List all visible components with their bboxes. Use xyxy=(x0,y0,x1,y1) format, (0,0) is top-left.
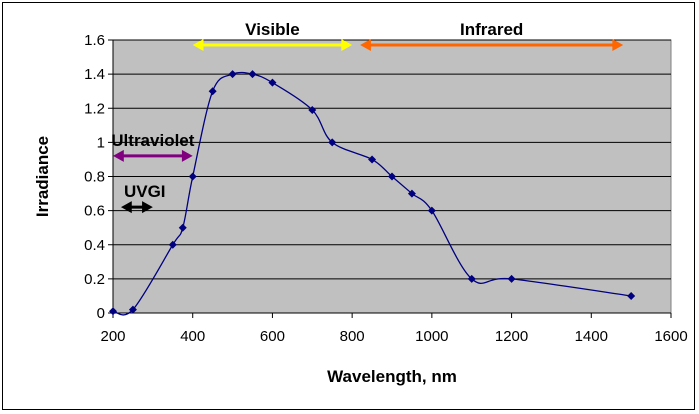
arrow-head-left xyxy=(113,149,124,162)
x-tick-label: 1600 xyxy=(654,328,687,345)
data-point xyxy=(467,274,476,283)
data-point xyxy=(228,70,237,79)
data-point xyxy=(248,70,257,79)
data-point xyxy=(328,138,337,147)
x-tick-label: 400 xyxy=(180,328,205,345)
y-tick-label: 0.8 xyxy=(84,169,105,186)
arrow-head-left xyxy=(192,39,204,51)
data-point xyxy=(168,240,177,249)
y-axis-title: Irradiance xyxy=(33,136,52,217)
y-tick-label: 1.2 xyxy=(84,100,105,117)
arrow-head-right xyxy=(181,149,193,162)
x-axis-ticks: 200 400 600 800 1000 1200 1400 1600 xyxy=(100,312,688,345)
y-tick-label: 0.4 xyxy=(84,237,105,254)
data-point xyxy=(368,155,377,164)
x-axis-title: Wavelength, nm xyxy=(327,367,457,386)
range-annotations: Visible Infrared Ultraviolet UVGI xyxy=(111,20,624,214)
annotation-uvgi: UVGI xyxy=(120,182,166,214)
data-point xyxy=(128,305,137,314)
arrow-head-left xyxy=(360,39,371,51)
annotation-label: UVGI xyxy=(124,182,166,201)
data-point xyxy=(427,206,436,215)
y-tick-label: 1 xyxy=(97,134,105,151)
x-tick-label: 1400 xyxy=(575,328,608,345)
data-point xyxy=(268,78,277,87)
x-tick-label: 200 xyxy=(100,328,125,345)
x-tick-label: 600 xyxy=(260,328,285,345)
data-point xyxy=(308,105,317,114)
annotation-label: Visible xyxy=(245,20,300,39)
arrow-head-right xyxy=(612,39,624,51)
x-tick-label: 1200 xyxy=(495,328,528,345)
data-point xyxy=(208,87,217,96)
data-points xyxy=(109,70,636,316)
y-tick-label: 1.6 xyxy=(84,32,105,49)
y-tick-label: 1.4 xyxy=(84,66,105,83)
annotation-label: Infrared xyxy=(460,20,523,39)
data-point xyxy=(109,307,117,316)
data-point xyxy=(627,291,636,300)
y-tick-label: 0 xyxy=(97,305,105,322)
data-point xyxy=(388,172,396,181)
data-point xyxy=(507,274,516,283)
annotation-infrared: Infrared xyxy=(360,20,624,51)
y-tick-label: 0.6 xyxy=(84,203,105,220)
arrow-head-right xyxy=(341,39,353,51)
annotation-label: Ultraviolet xyxy=(111,131,194,150)
arrow-head-left xyxy=(120,201,132,214)
gridlines xyxy=(113,39,671,280)
x-tick-label: 800 xyxy=(340,328,365,345)
data-point xyxy=(188,172,197,181)
y-tick-label: 0.2 xyxy=(84,271,105,288)
data-point xyxy=(407,189,416,198)
x-tick-label: 1000 xyxy=(415,328,448,345)
arrow-head-right xyxy=(142,201,153,214)
annotation-visible: Visible xyxy=(192,20,353,51)
data-point xyxy=(178,223,187,232)
annotation-ultraviolet: Ultraviolet xyxy=(111,131,195,162)
y-axis-ticks: 0 0.2 0.4 0.6 0.8 1 1.2 1.4 1.6 xyxy=(84,32,114,322)
